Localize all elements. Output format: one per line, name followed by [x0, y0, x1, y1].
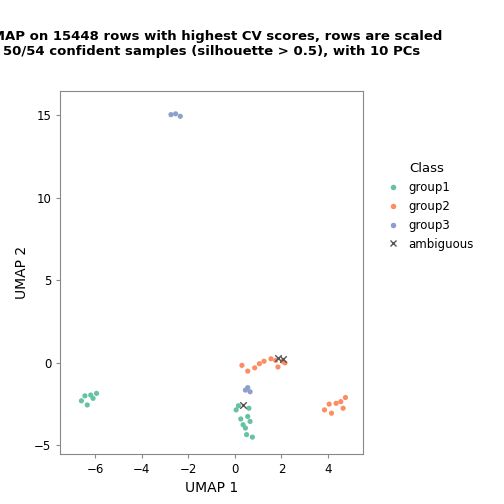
Y-axis label: UMAP 2: UMAP 2 — [15, 245, 29, 299]
Point — [332, 399, 340, 407]
Point — [272, 356, 280, 364]
Point — [337, 398, 345, 406]
Legend: group1, group2, group3, ambiguous: group1, group2, group3, ambiguous — [381, 162, 473, 250]
Point — [279, 357, 287, 365]
Point — [339, 404, 347, 412]
Point — [239, 401, 247, 409]
Point — [325, 400, 333, 408]
Point — [234, 402, 242, 410]
Point — [83, 401, 91, 409]
Point — [81, 392, 89, 400]
Point — [256, 360, 264, 368]
Point — [241, 386, 249, 394]
Point — [93, 390, 101, 398]
X-axis label: UMAP 1: UMAP 1 — [185, 481, 238, 495]
Point — [78, 397, 86, 405]
Text: UMAP on 15448 rows with highest CV scores, rows are scaled
50/54 confident sampl: UMAP on 15448 rows with highest CV score… — [0, 30, 443, 58]
Point — [176, 112, 184, 120]
Point — [321, 406, 329, 414]
Point — [239, 421, 247, 429]
Point — [237, 415, 245, 423]
Point — [248, 433, 257, 441]
Point — [238, 361, 246, 369]
Point — [281, 359, 289, 367]
Point — [341, 394, 349, 402]
Point — [87, 391, 95, 399]
Point — [244, 367, 252, 375]
Point — [89, 394, 97, 402]
Point — [241, 424, 249, 432]
Point — [267, 355, 275, 363]
Point — [328, 409, 336, 417]
Point — [246, 417, 254, 425]
Point — [245, 404, 253, 412]
Point — [244, 412, 252, 420]
Point — [250, 364, 259, 372]
Point — [274, 363, 282, 371]
Point — [279, 355, 287, 363]
Point — [274, 354, 282, 362]
Point — [246, 388, 254, 396]
Point — [232, 406, 240, 414]
Point — [171, 110, 179, 118]
Point — [167, 110, 175, 118]
Point — [260, 357, 268, 365]
Point — [242, 430, 250, 438]
Point — [244, 384, 252, 392]
